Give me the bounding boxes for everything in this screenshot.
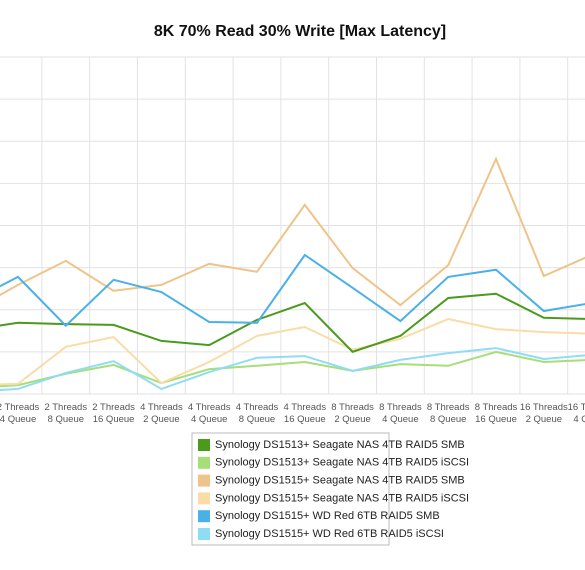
legend-swatch	[198, 456, 210, 469]
x-tick-label: 2 Threads	[44, 402, 87, 413]
x-tick-label: 2 Threads	[0, 402, 40, 413]
x-tick-label: 4 Threads	[140, 402, 183, 413]
x-tick-label: 4 Threads	[188, 402, 231, 413]
series-line	[0, 317, 585, 386]
legend-label: Synology DS1515+ Seagate NAS 4TB RAID5 S…	[215, 475, 465, 487]
x-tick-label: 2 Queue	[143, 414, 179, 425]
x-tick-label: 2 Threads	[92, 402, 135, 413]
x-tick-label: 8 Threads	[475, 402, 518, 413]
x-tick-label: 8 Queue	[239, 414, 275, 425]
x-tick-label: 16 Threads	[568, 402, 585, 413]
x-tick-label: 8 Queue	[48, 414, 84, 425]
series-line	[0, 253, 585, 328]
x-tick-label: 8 Queue	[430, 414, 466, 425]
x-tick-label: 16 Threads	[520, 402, 568, 413]
series-line	[0, 350, 585, 388]
x-tick-label: 4 Queue	[191, 414, 227, 425]
series-line	[0, 292, 585, 354]
legend-label: Synology DS1515+ WD Red 6TB RAID5 iSCSI	[215, 528, 444, 540]
legend-swatch	[198, 439, 210, 451]
x-tick-label: 4 Queue	[0, 414, 36, 425]
legend-label: Synology DS1513+ Seagate NAS 4TB RAID5 i…	[215, 457, 469, 469]
x-tick-label: 16 Queue	[475, 414, 517, 425]
legend-box	[191, 432, 390, 546]
x-tick-label: 16 Queue	[93, 414, 135, 425]
series-line	[0, 156, 585, 307]
x-tick-label: 16 Queue	[284, 414, 326, 425]
x-tick-label: 4 Threads	[236, 402, 279, 413]
legend-label: Synology DS1513+ Seagate NAS 4TB RAID5 S…	[215, 439, 465, 451]
x-tick-label: 4 Queue	[573, 414, 585, 425]
legend-label: Synology DS1515+ WD Red 6TB RAID5 SMB	[215, 510, 440, 522]
x-tick-label: 4 Queue	[382, 414, 418, 425]
legend-swatch	[198, 474, 210, 487]
legend-label: Synology DS1515+ Seagate NAS 4TB RAID5 i…	[215, 492, 469, 504]
legend-swatch	[198, 492, 210, 505]
legend-swatch	[198, 528, 210, 540]
series-line	[0, 347, 585, 392]
x-tick-label: 4 Threads	[283, 402, 326, 413]
x-tick-label: 2 Queue	[334, 414, 370, 425]
x-tick-label: 8 Threads	[427, 402, 470, 413]
x-tick-label: 2 Queue	[526, 414, 562, 425]
legend-swatch	[198, 510, 210, 523]
x-tick-label: 8 Threads	[331, 402, 374, 413]
chart-title: 8K 70% Read 30% Write [Max Latency]	[154, 23, 446, 40]
x-tick-label: 8 Threads	[379, 402, 422, 413]
